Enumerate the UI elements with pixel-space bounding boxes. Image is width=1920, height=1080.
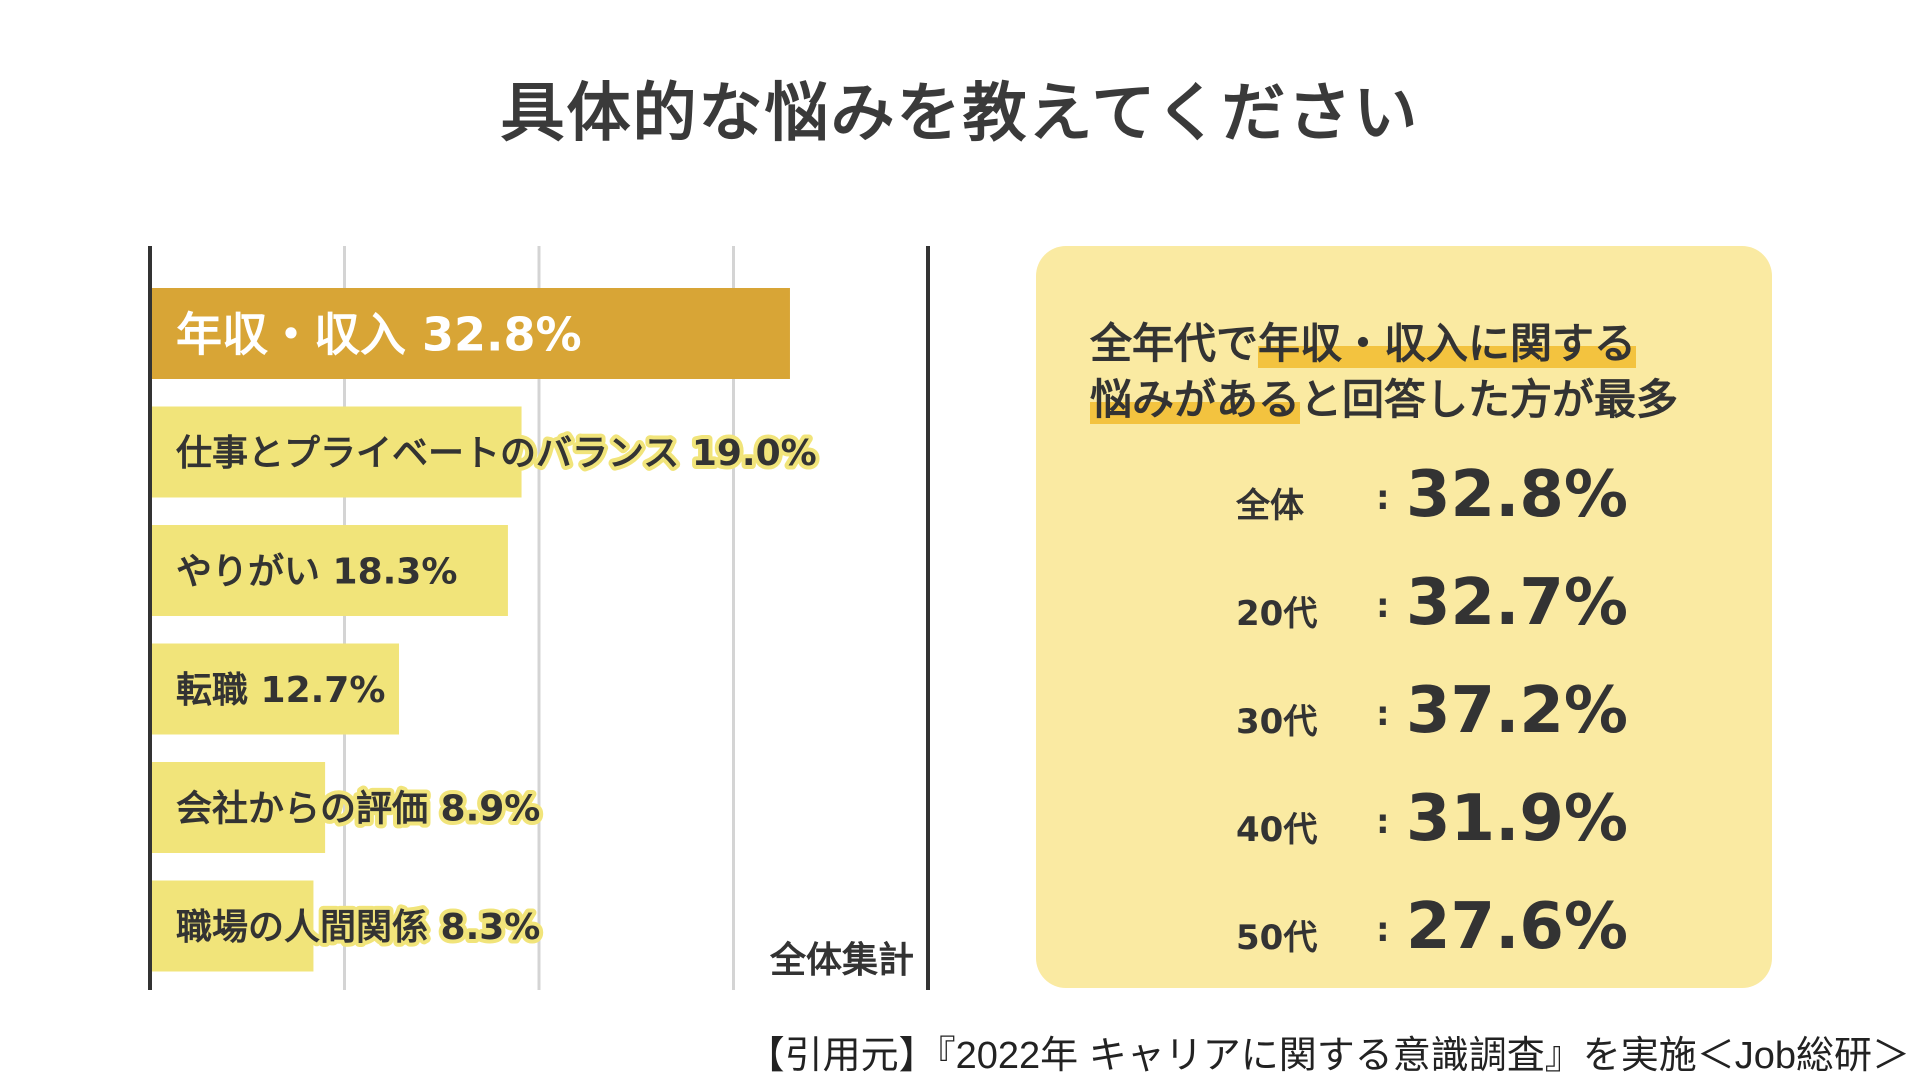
bar-label-0: 年収・収入 32.8%	[176, 308, 582, 362]
headline-prefix: 全年代で	[1090, 319, 1259, 368]
stat-label: 20代	[1236, 594, 1318, 634]
summary-headline-line-1: 全年代で年収・収入に関する	[1090, 310, 1637, 371]
stat-colon: :	[1376, 478, 1390, 518]
headline-highlight-2: 悩みがある	[1090, 375, 1301, 424]
page-title: 具体的な悩みを教えてください	[500, 77, 1420, 151]
stat-colon: :	[1376, 802, 1390, 842]
bar-label-1: 仕事とプライベートのバランス 19.0%	[176, 433, 817, 474]
stat-label: 30代	[1236, 702, 1318, 742]
bar-label-4: 会社からの評価 8.9%	[176, 789, 540, 830]
summary-headline-line-2: 悩みがあると回答した方が最多	[1090, 366, 1678, 427]
bar-label-3: 転職 12.7%	[176, 670, 385, 711]
bar-3	[152, 643, 400, 735]
bar-label-2: やりがい 18.3%	[176, 552, 457, 593]
bar-5	[152, 880, 314, 972]
bar-chart: 年収・収入 32.8% 仕事とプライベートのバランス 19.0% やりがい 18.3…	[148, 246, 930, 990]
citation: 【引用元】『2022年 キャリアに関する意識調査』を実施＜Job総研＞	[746, 1035, 1910, 1077]
stat-label: 全体	[1236, 486, 1304, 526]
stat-colon: :	[1376, 586, 1390, 626]
stat-colon: :	[1376, 910, 1390, 950]
summary-panel: 全年代で年収・収入に関する 悩みがあると回答した方が最多 全体 : 32.8% …	[1036, 246, 1772, 988]
bar-2	[152, 525, 508, 616]
stat-colon: :	[1376, 694, 1390, 734]
bar-label-5: 職場の人間関係 8.3%	[176, 907, 540, 948]
bar-0	[152, 288, 790, 379]
stat-value: 31.9%	[1406, 782, 1629, 856]
bar-1	[152, 406, 522, 498]
stat-value: 32.8%	[1406, 458, 1629, 532]
chart-caption: 全体集計	[769, 939, 914, 981]
stat-value: 32.7%	[1406, 566, 1629, 640]
headline-highlight-1: 年収・収入に関する	[1258, 319, 1637, 368]
bar-4	[152, 762, 326, 853]
headline-suffix: と回答した方が最多	[1300, 375, 1679, 424]
stat-value: 37.2%	[1406, 674, 1629, 748]
stat-label: 50代	[1236, 918, 1318, 958]
stat-label: 40代	[1236, 810, 1318, 850]
stat-value: 27.6%	[1406, 890, 1629, 964]
